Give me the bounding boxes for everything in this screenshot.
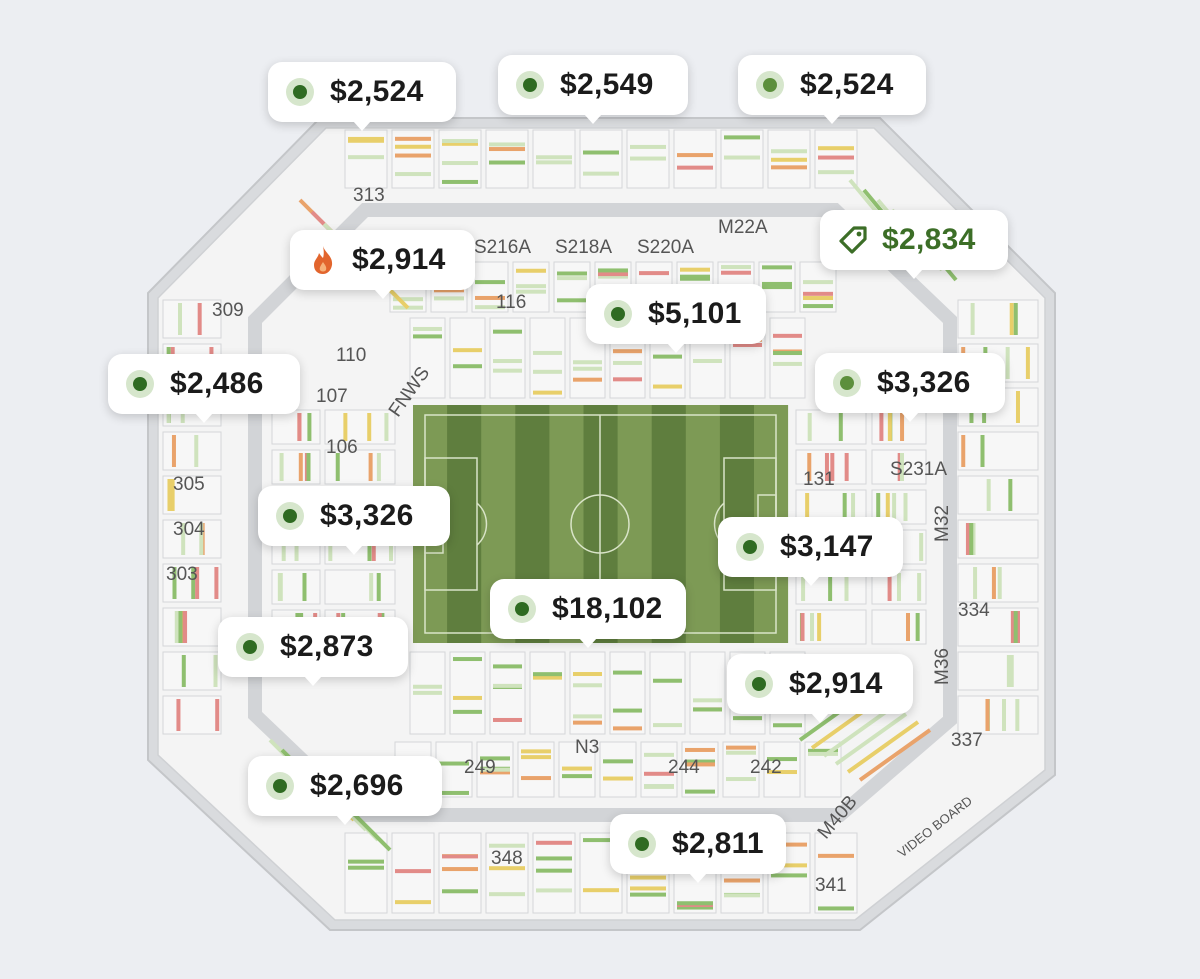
section-label: M32 bbox=[932, 505, 953, 542]
section-label: 313 bbox=[353, 185, 385, 206]
availability-dot-icon bbox=[604, 300, 632, 328]
price-label: $2,834 bbox=[882, 223, 976, 256]
price-pin[interactable]: $2,486 bbox=[108, 354, 300, 423]
price-pin[interactable]: $2,873 bbox=[218, 617, 408, 686]
price-pin[interactable]: $2,524 bbox=[268, 62, 456, 131]
section-label: S220A bbox=[637, 237, 694, 258]
section-label: M36 bbox=[932, 648, 953, 685]
availability-dot-icon bbox=[736, 533, 764, 561]
price-label: $2,486 bbox=[170, 367, 264, 400]
section-label: 334 bbox=[958, 600, 990, 621]
section-label: 106 bbox=[326, 437, 358, 458]
availability-dot-icon bbox=[508, 595, 536, 623]
availability-dot-icon bbox=[286, 78, 314, 106]
price-label: $2,549 bbox=[560, 68, 654, 101]
availability-dot-icon bbox=[833, 369, 861, 397]
section-label: S218A bbox=[555, 237, 612, 258]
availability-dot-icon bbox=[745, 670, 773, 698]
price-pin[interactable]: $2,696 bbox=[248, 756, 442, 825]
price-pin-deal[interactable]: $2,834 bbox=[820, 210, 1008, 279]
section-label: 348 bbox=[491, 848, 523, 869]
price-label: $2,696 bbox=[310, 769, 404, 802]
price-label: $3,147 bbox=[780, 530, 874, 563]
price-label: $2,524 bbox=[330, 75, 424, 108]
section-label: 341 bbox=[815, 875, 847, 896]
availability-dot-icon bbox=[756, 71, 784, 99]
price-label: $2,873 bbox=[280, 630, 374, 663]
price-pin-hot[interactable]: $2,914 bbox=[290, 230, 475, 299]
price-label: $2,811 bbox=[672, 827, 764, 860]
price-pin[interactable]: $2,524 bbox=[738, 55, 926, 124]
section-label: M22A bbox=[718, 217, 768, 238]
availability-dot-icon bbox=[266, 772, 294, 800]
section-label: 107 bbox=[316, 386, 348, 407]
price-pin[interactable]: $3,326 bbox=[258, 486, 450, 555]
price-pin[interactable]: $2,811 bbox=[610, 814, 786, 883]
price-label: $3,326 bbox=[320, 499, 414, 532]
price-label: $3,326 bbox=[877, 366, 971, 399]
section-label: 244 bbox=[668, 757, 700, 778]
price-pin[interactable]: $2,914 bbox=[727, 654, 913, 723]
section-label: S216A bbox=[474, 237, 531, 258]
section-label: 303 bbox=[166, 564, 198, 585]
price-label: $18,102 bbox=[552, 592, 663, 625]
price-label: $5,101 bbox=[648, 297, 742, 330]
section-label: 337 bbox=[951, 730, 983, 751]
tag-icon bbox=[838, 225, 868, 255]
price-pin[interactable]: $18,102 bbox=[490, 579, 686, 648]
section-label: 305 bbox=[173, 474, 205, 495]
section-label: 249 bbox=[464, 757, 496, 778]
price-label: $2,914 bbox=[352, 243, 446, 276]
section-label: 131 bbox=[803, 469, 835, 490]
section-label: 304 bbox=[173, 519, 205, 540]
availability-dot-icon bbox=[516, 71, 544, 99]
availability-dot-icon bbox=[276, 502, 304, 530]
seating-sections bbox=[162, 129, 1039, 914]
availability-dot-icon bbox=[236, 633, 264, 661]
availability-dot-icon bbox=[628, 830, 656, 858]
availability-dot-icon bbox=[126, 370, 154, 398]
section-label: 309 bbox=[212, 300, 244, 321]
price-pin[interactable]: $5,101 bbox=[586, 284, 766, 353]
section-label: 242 bbox=[750, 757, 782, 778]
section-label: 110 bbox=[336, 345, 366, 366]
price-label: $2,914 bbox=[789, 667, 883, 700]
section-label: S231A bbox=[890, 459, 947, 480]
price-label: $2,524 bbox=[800, 68, 894, 101]
flame-icon bbox=[308, 245, 338, 275]
section-label: 116 bbox=[496, 292, 526, 313]
section-label: N3 bbox=[575, 737, 599, 758]
price-pin[interactable]: $3,147 bbox=[718, 517, 903, 586]
price-pin[interactable]: $3,326 bbox=[815, 353, 1005, 422]
price-pin[interactable]: $2,549 bbox=[498, 55, 688, 124]
